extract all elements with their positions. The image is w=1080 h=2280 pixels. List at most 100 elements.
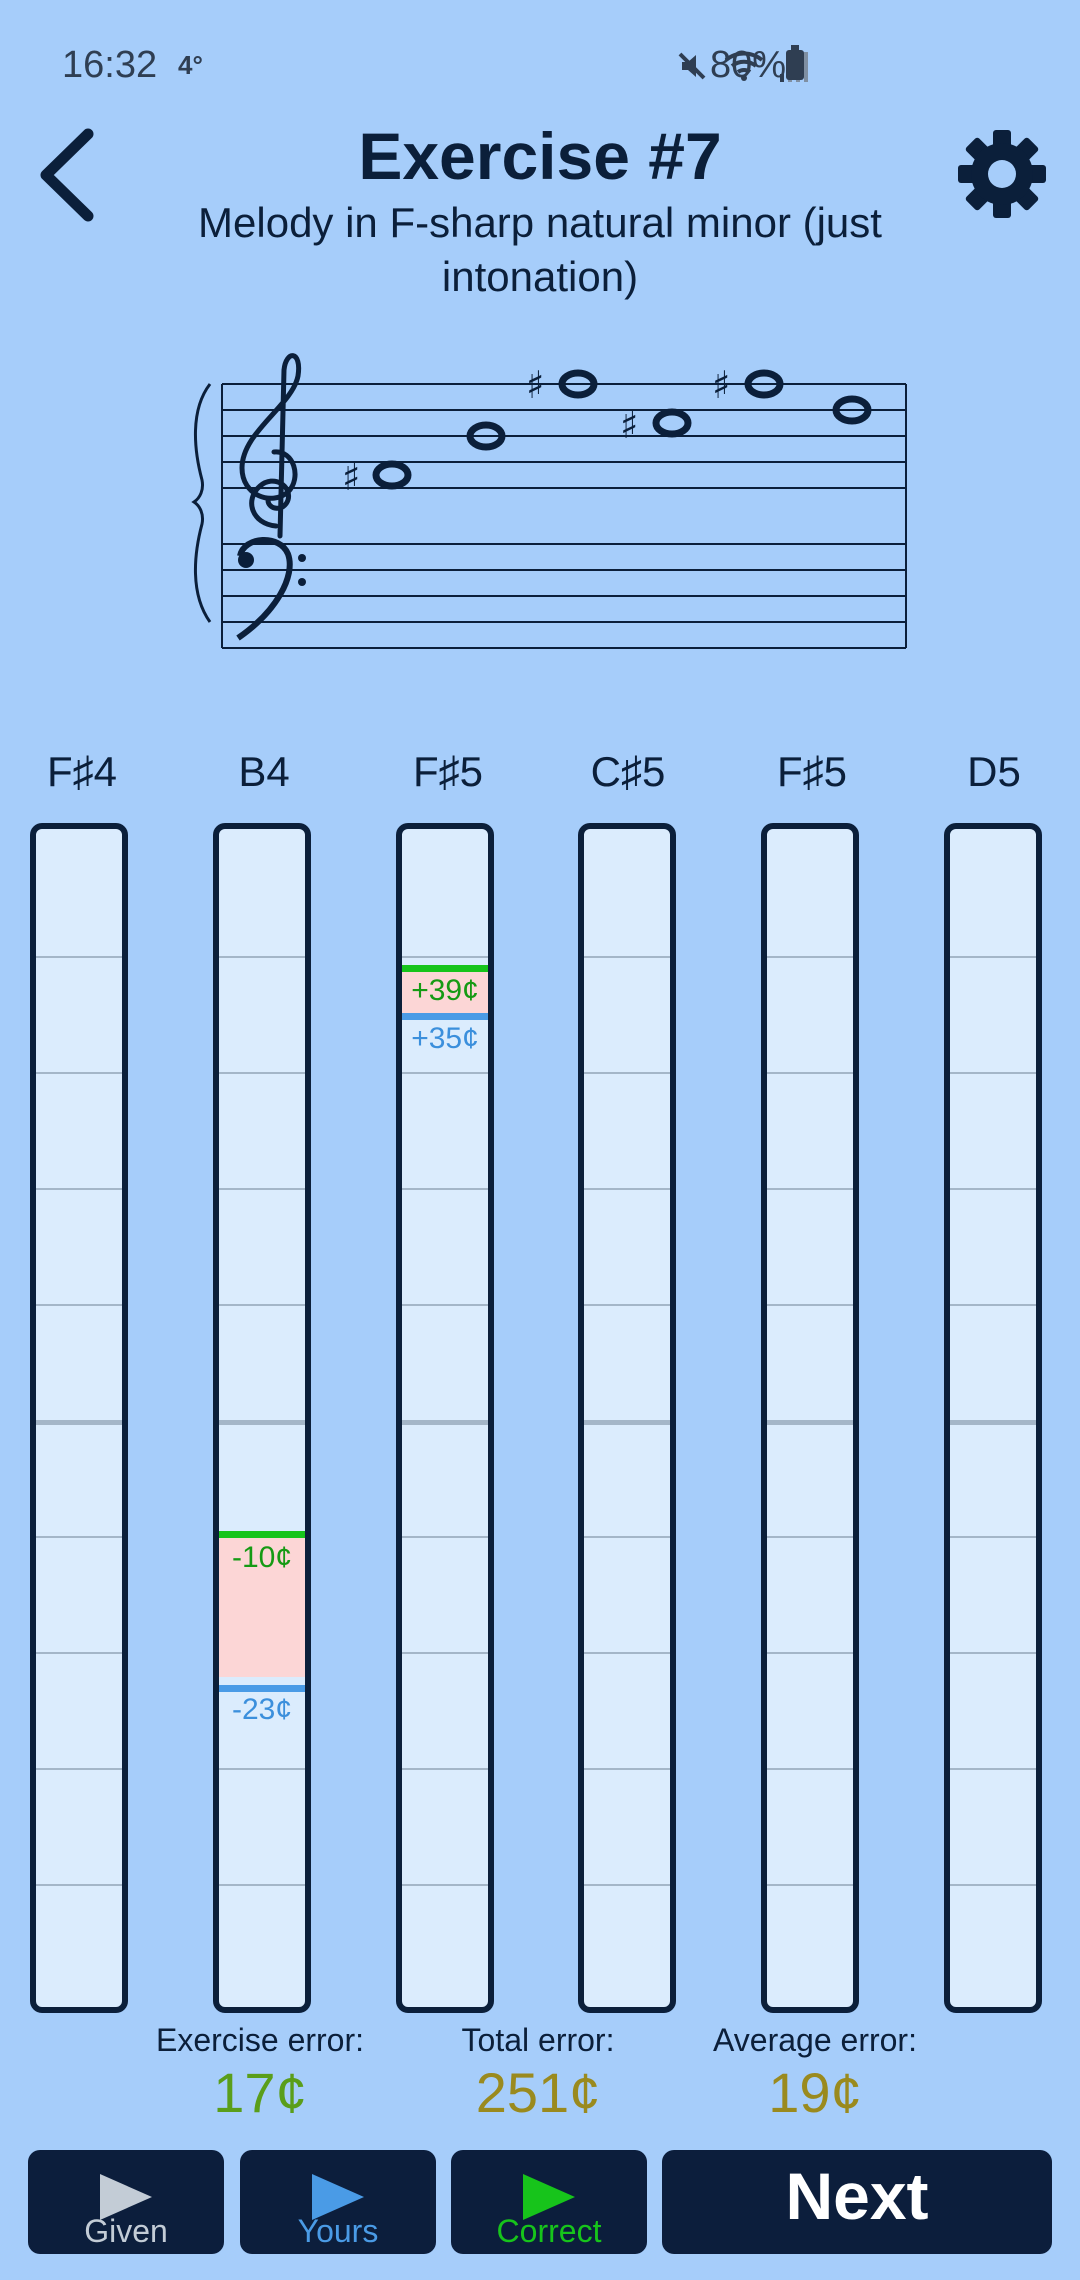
gridline [767, 1768, 853, 1770]
gridline [950, 1304, 1036, 1306]
average-error-value: 19¢ [768, 2061, 862, 2124]
back-button[interactable] [30, 120, 110, 230]
pitch-bar-5[interactable] [761, 823, 859, 2013]
gridline [402, 956, 488, 958]
exercise-error-value: 17¢ [213, 2061, 307, 2124]
play-given-button[interactable]: Given [28, 2150, 224, 2254]
gridline [219, 1304, 305, 1306]
gridline [402, 1536, 488, 1538]
mute-icon [678, 52, 706, 80]
status-time: 16:32 [62, 44, 158, 86]
pitch-bar-3[interactable]: +39¢ +35¢ [396, 823, 494, 2013]
note-label-6: D5 [967, 748, 1021, 795]
play-correct-button[interactable]: Correct [451, 2150, 647, 2254]
gridline [402, 1072, 488, 1074]
next-button[interactable]: Next [662, 2150, 1052, 2254]
note-label-4: C♯5 [590, 748, 666, 795]
svg-text:♯: ♯ [526, 363, 544, 407]
correct-label: Correct [496, 2213, 602, 2249]
exercise-error-label: Exercise error: [155, 2022, 365, 2058]
gridline [219, 1072, 305, 1074]
gridline [767, 1536, 853, 1538]
center-gridline [402, 1420, 488, 1425]
gridline [950, 1768, 1036, 1770]
pitch-bar-2[interactable]: -10¢ -23¢ [213, 823, 311, 2013]
gridline [584, 1072, 670, 1074]
gridline [584, 1884, 670, 1886]
svg-text:♯: ♯ [712, 363, 730, 407]
gridline [584, 1768, 670, 1770]
correct-cents-label: -10¢ [231, 1541, 293, 1574]
gridline [584, 1188, 670, 1190]
gridline [219, 956, 305, 958]
note-label-5: F♯5 [776, 748, 847, 795]
status-icons [674, 44, 810, 88]
gridline [36, 1188, 122, 1190]
battery-percent: 80% [710, 44, 787, 86]
settings-button[interactable] [956, 128, 1048, 220]
play-yours-button[interactable]: Yours [240, 2150, 436, 2254]
chevron-left-icon [40, 128, 94, 222]
gridline [36, 1072, 122, 1074]
svg-text:♯: ♯ [342, 455, 360, 499]
gridline [767, 1652, 853, 1654]
gridline [219, 1188, 305, 1190]
gridline [36, 1652, 122, 1654]
next-label: Next [785, 2159, 929, 2233]
pitch-bar-1[interactable] [30, 823, 128, 2013]
gear-icon [958, 130, 1046, 218]
gridline [584, 1536, 670, 1538]
gridline [219, 1768, 305, 1770]
gridline [767, 1188, 853, 1190]
staff-brace [191, 383, 212, 623]
correct-marker [402, 965, 488, 972]
gridline [950, 956, 1036, 958]
gridline [402, 1884, 488, 1886]
gridline [36, 956, 122, 958]
pitch-bar-6[interactable] [944, 823, 1042, 2013]
center-gridline [584, 1420, 670, 1425]
play-icon [312, 2174, 364, 2220]
wifi-icon [724, 51, 764, 81]
pitch-bar-4[interactable] [578, 823, 676, 2013]
gridline [950, 1884, 1036, 1886]
error-range [219, 1533, 305, 1677]
gridline [36, 1884, 122, 1886]
yours-cents-label: -23¢ [231, 1693, 293, 1726]
center-gridline [767, 1420, 853, 1425]
play-icon [523, 2174, 575, 2220]
center-gridline [219, 1420, 305, 1425]
battery-icon [786, 45, 804, 80]
note-label-1: F♯4 [46, 748, 117, 795]
treble-clef [239, 353, 302, 539]
gridline [584, 956, 670, 958]
total-error-label: Total error: [461, 2022, 615, 2058]
page-subtitle: Melody in F-sharp natural minor (just in… [198, 199, 882, 300]
note-label-3: F♯5 [412, 748, 483, 795]
gridline [950, 1072, 1036, 1074]
gridline [950, 1652, 1036, 1654]
gridline [219, 1884, 305, 1886]
error-range [402, 967, 488, 1013]
total-error-value: 251¢ [475, 2061, 601, 2124]
gridline [584, 1304, 670, 1306]
gridline [36, 1768, 122, 1770]
gridline [767, 1072, 853, 1074]
correct-marker [219, 1531, 305, 1538]
correct-cents-label: +39¢ [411, 974, 479, 1007]
gridline [402, 1188, 488, 1190]
notes-group [372, 369, 872, 490]
note-label-2: B4 [238, 748, 290, 795]
yours-label: Yours [297, 2213, 379, 2249]
yours-marker [402, 1013, 488, 1020]
given-label: Given [84, 2213, 168, 2249]
gridline [950, 1188, 1036, 1190]
gridline [950, 1536, 1036, 1538]
gridline [767, 1884, 853, 1886]
play-icon [100, 2174, 152, 2220]
gridline [767, 956, 853, 958]
status-bar: 16:32 4° 80% [0, 0, 1080, 130]
yours-marker [219, 1685, 305, 1692]
yours-cents-label: +35¢ [411, 1022, 479, 1055]
svg-text:♯: ♯ [620, 403, 638, 447]
